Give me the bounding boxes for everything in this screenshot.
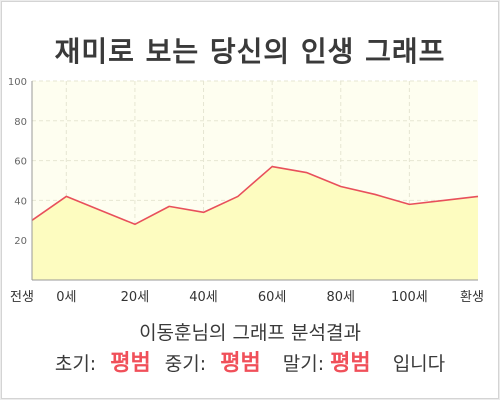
x-tick-label: 40세	[189, 290, 218, 305]
x-tick-label: 20세	[121, 290, 150, 305]
series-line	[31, 165, 479, 226]
early-label: 초기:	[54, 353, 97, 375]
x-tick-label: 환생	[460, 290, 484, 305]
y-tick-label: 40	[14, 196, 27, 207]
y-tick-label: 20	[14, 236, 27, 247]
x-tick-label: 0세	[56, 290, 76, 305]
analysis-heading: 이동훈님의 그래프 분석결과	[139, 322, 361, 344]
late-label: 말기:	[282, 353, 325, 375]
late-value: 평범	[330, 351, 371, 376]
middle-label: 중기:	[164, 353, 207, 375]
page-title: 재미로 보는 당신의 인생 그래프	[54, 35, 446, 68]
x-tick-label: 60세	[258, 290, 287, 305]
y-tick-label: 60	[14, 157, 27, 168]
early-value: 평범	[110, 351, 151, 376]
analysis-summary: 초기: 평범 중기: 평범 말기: 평범 입니다	[0, 345, 500, 377]
y-tick-label: 80	[14, 117, 27, 128]
y-tick-label: 100	[8, 77, 27, 88]
middle-value: 평범	[220, 351, 261, 376]
x-tick-label: 80세	[327, 290, 356, 305]
x-tick-label: 전생	[10, 290, 34, 305]
result-suffix: 입니다	[392, 353, 446, 375]
series-area	[32, 166, 478, 280]
x-tick-label: 100세	[391, 290, 428, 305]
